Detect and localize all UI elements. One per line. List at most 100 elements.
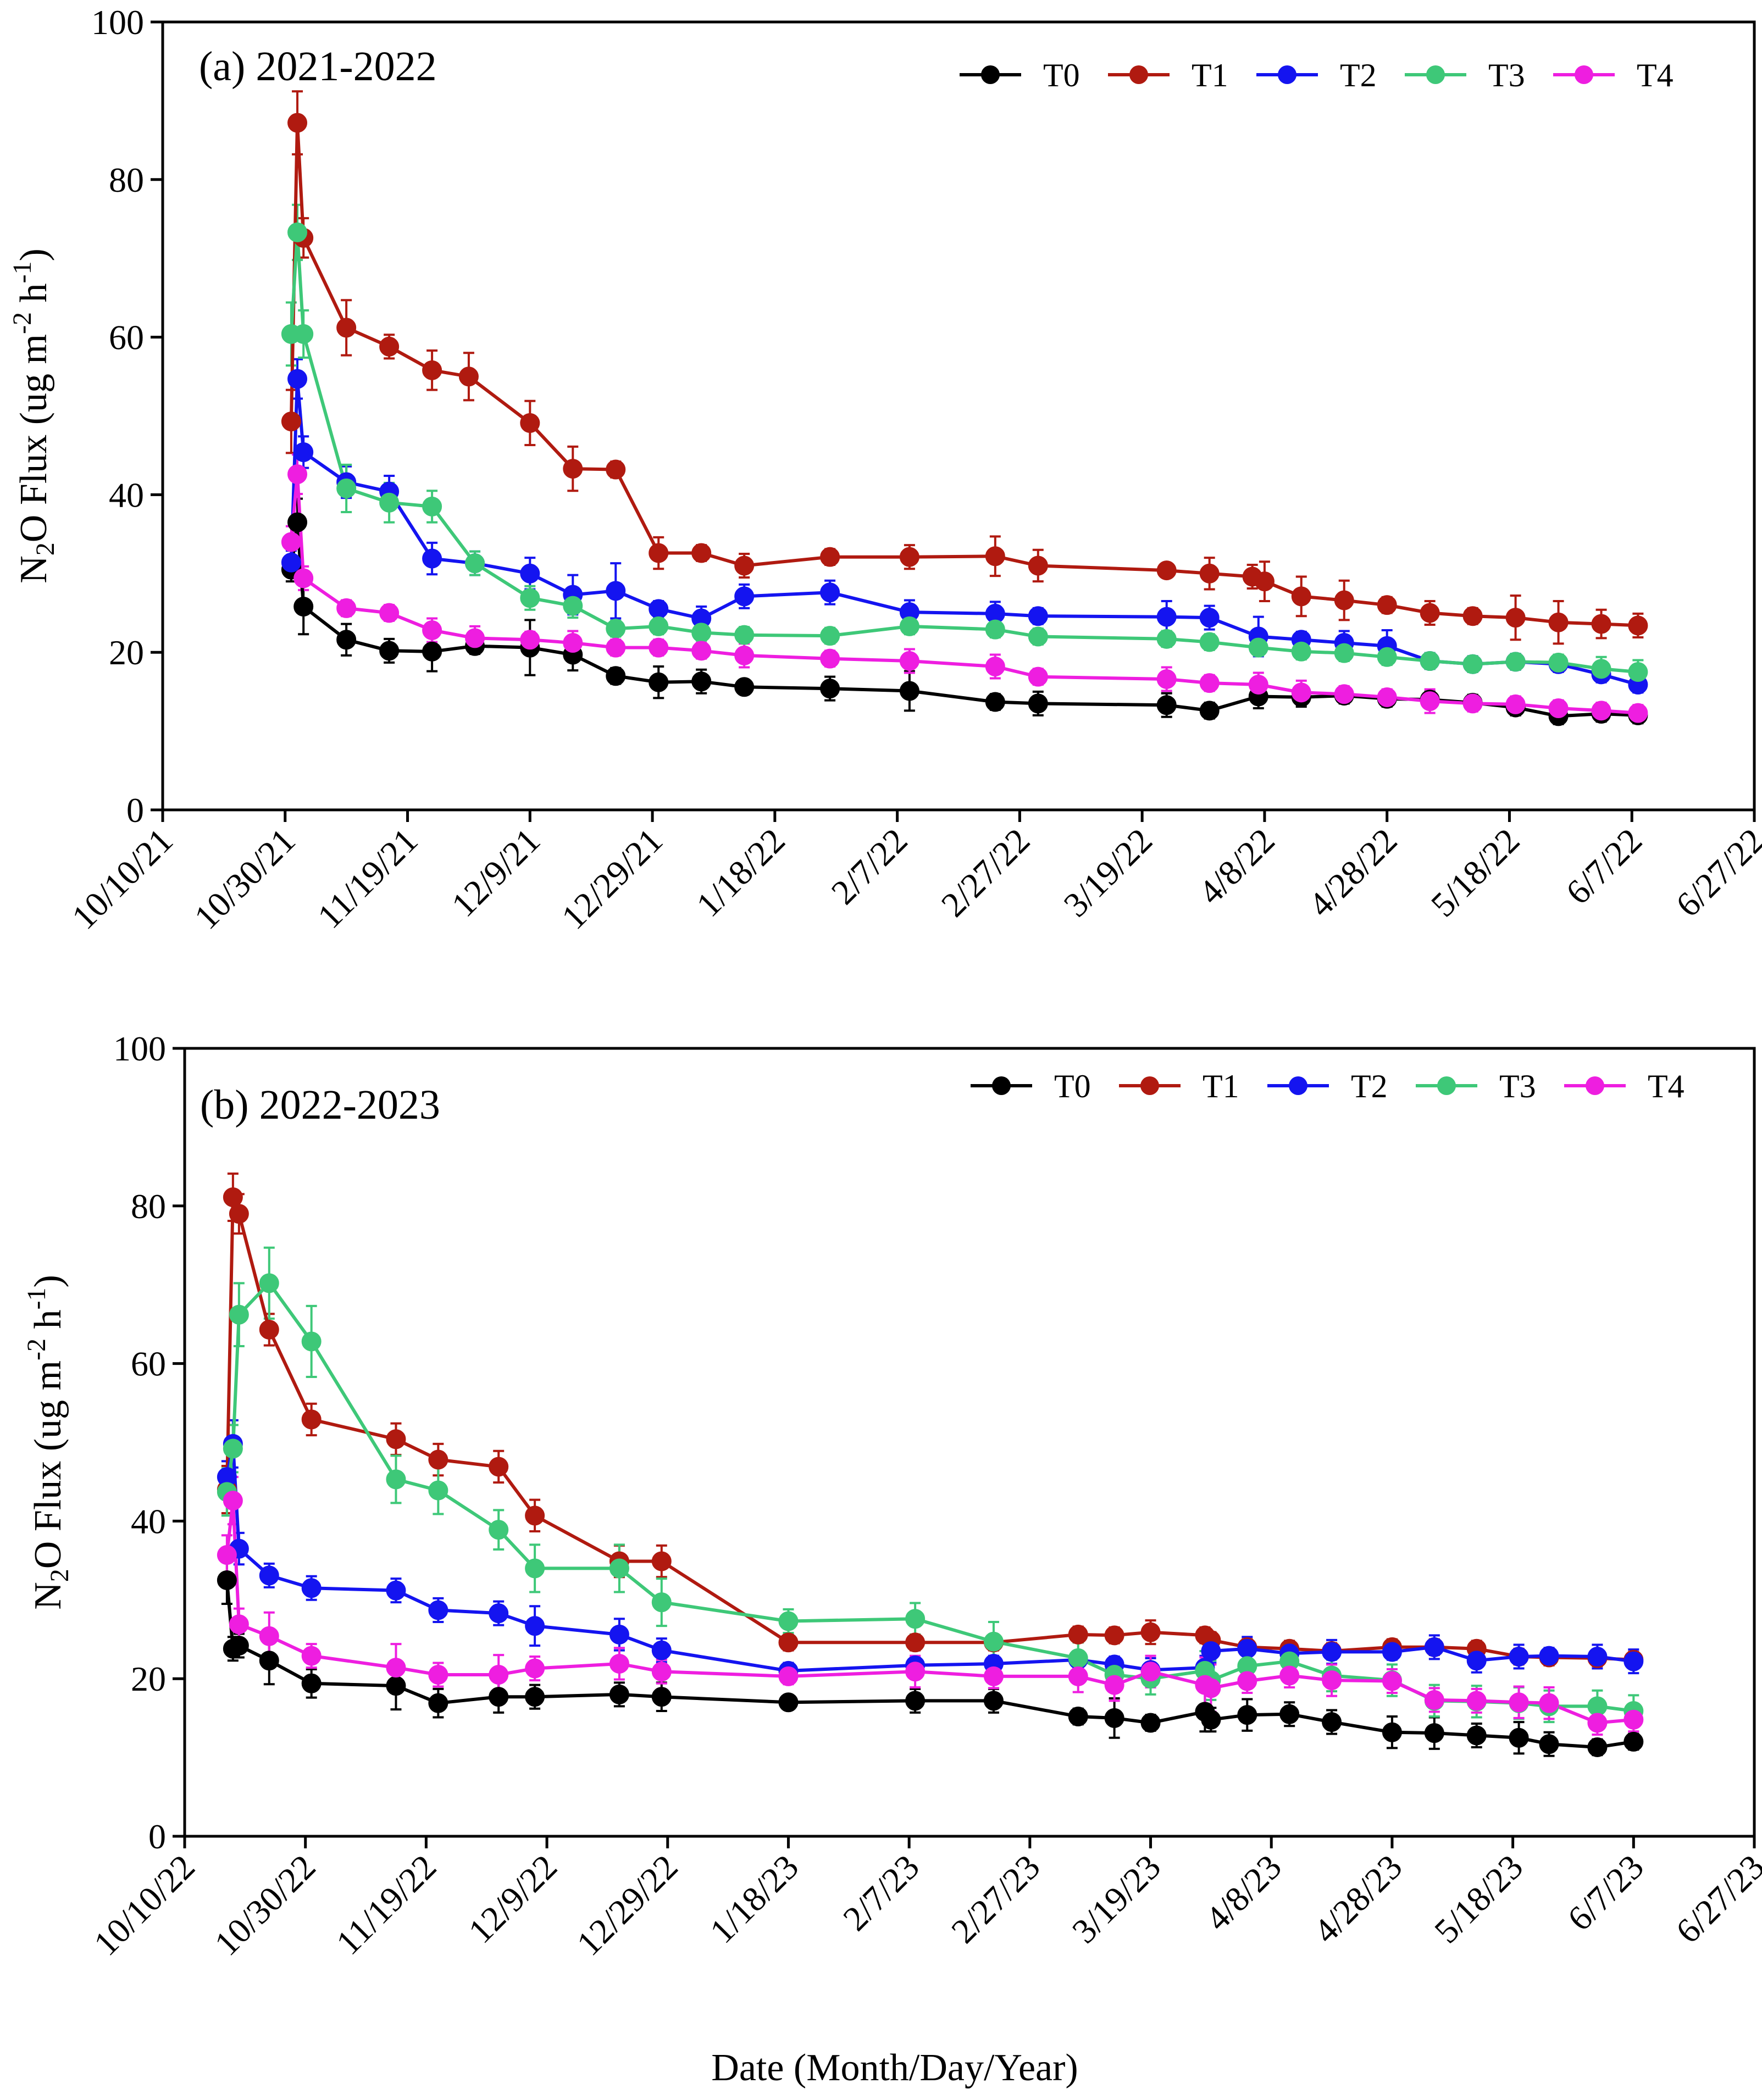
marker-T1: [899, 547, 919, 567]
legend-label-T1: T1: [1192, 57, 1228, 93]
marker-T3: [691, 623, 712, 643]
ylabel-superscript-h: -1: [8, 262, 37, 284]
marker-T4: [1068, 1666, 1088, 1686]
marker-T4: [293, 568, 314, 588]
marker-T4: [905, 1662, 926, 1682]
marker-T1: [606, 459, 626, 480]
panel-b-plot-frame: [183, 1047, 1756, 1838]
marker-T4: [428, 1665, 448, 1685]
marker-T4: [985, 657, 1005, 677]
marker-T3: [428, 1480, 448, 1501]
marker-T2: [1466, 1651, 1487, 1671]
marker-T1: [985, 546, 1005, 566]
marker-T0: [899, 681, 919, 701]
marker-T4: [1509, 1692, 1529, 1713]
panel-a-y-ticks: 0 20 40 60 80 100: [91, 3, 163, 830]
panel-a-legend: T0 T1 T2 T3 T4: [960, 57, 1674, 93]
marker-T0: [489, 1687, 509, 1707]
y-tick-label: 60: [131, 1345, 166, 1384]
marker-T2: [820, 582, 840, 603]
marker-T4: [1466, 1691, 1487, 1711]
marker-T3: [563, 596, 583, 616]
marker-T0: [428, 1693, 448, 1713]
marker-T3: [1505, 652, 1526, 672]
marker-T4: [1237, 1671, 1257, 1691]
marker-T1: [1548, 612, 1569, 632]
marker-T2: [1322, 1642, 1342, 1662]
marker-T2: [1199, 608, 1220, 628]
marker-T3: [1248, 637, 1268, 658]
marker-T1: [1591, 614, 1611, 634]
marker-T4: [609, 1653, 629, 1674]
marker-T4: [1377, 687, 1397, 707]
marker-T3: [422, 496, 442, 516]
marker-T3: [525, 1558, 545, 1579]
marker-T0: [1466, 1725, 1487, 1746]
ylabel-n: N: [27, 1582, 69, 1610]
marker-T0: [217, 1570, 237, 1590]
marker-T4: [1628, 703, 1648, 723]
panel-a-markers: [281, 113, 1648, 726]
ylabel-close-paren: ): [27, 1275, 69, 1287]
marker-T1: [386, 1429, 406, 1449]
legend-marker-T0: [981, 65, 1000, 84]
marker-T1: [281, 412, 301, 432]
marker-T3: [1068, 1648, 1088, 1668]
y-tick-label: 40: [131, 1502, 166, 1541]
y-tick-label: 80: [109, 160, 144, 199]
marker-T0: [301, 1673, 322, 1693]
marker-T2: [293, 442, 314, 462]
legend-marker-T2: [1289, 1076, 1307, 1095]
marker-T2: [428, 1600, 448, 1620]
marker-T0: [1104, 1708, 1124, 1728]
marker-T3: [223, 1438, 243, 1459]
marker-T2: [1624, 1651, 1644, 1671]
marker-T3: [1291, 641, 1311, 662]
marker-T0: [1199, 701, 1220, 721]
marker-T0: [820, 679, 840, 699]
marker-T4: [1104, 1675, 1124, 1695]
marker-T2: [1382, 1642, 1402, 1662]
marker-T0: [1028, 693, 1048, 714]
marker-T3: [287, 222, 308, 242]
y-tick-label: 40: [109, 475, 144, 514]
marker-T1: [1156, 560, 1177, 581]
marker-T3: [1334, 643, 1354, 663]
marker-T3: [1628, 662, 1648, 682]
marker-T3: [1377, 647, 1397, 667]
panel-a-title: (a) 2021-2022: [199, 43, 437, 90]
marker-T2: [651, 1640, 672, 1660]
legend-marker-T4: [1586, 1076, 1604, 1095]
marker-T3: [301, 1331, 322, 1352]
panel-b-markers: [217, 1187, 1644, 1757]
marker-T4: [1291, 682, 1311, 703]
marker-T4: [301, 1646, 322, 1666]
marker-T0: [1279, 1704, 1300, 1724]
marker-T0: [1237, 1705, 1257, 1725]
legend-marker-T3: [1426, 65, 1445, 84]
marker-T2: [259, 1565, 279, 1586]
marker-T1: [1291, 586, 1311, 607]
marker-T1: [525, 1505, 545, 1526]
ylabel-n: N: [13, 555, 55, 584]
y-tick-label: 0: [126, 791, 144, 830]
marker-T2: [609, 1624, 629, 1645]
marker-T1: [458, 366, 479, 387]
marker-T2: [287, 369, 308, 389]
legend-marker-T4: [1575, 65, 1593, 84]
marker-T1: [422, 360, 442, 380]
marker-T0: [983, 1691, 1004, 1711]
marker-T1: [1068, 1624, 1088, 1645]
marker-T4: [983, 1666, 1004, 1686]
marker-T4: [1587, 1713, 1608, 1733]
ylabel-subscript-2: 2: [31, 542, 60, 555]
marker-T0: [651, 1687, 672, 1707]
marker-T3: [293, 324, 314, 344]
legend-label-T2: T2: [1351, 1068, 1388, 1104]
marker-T4: [281, 532, 301, 552]
marker-T0: [386, 1676, 406, 1696]
marker-T4: [465, 628, 485, 648]
marker-T4: [1462, 693, 1483, 714]
